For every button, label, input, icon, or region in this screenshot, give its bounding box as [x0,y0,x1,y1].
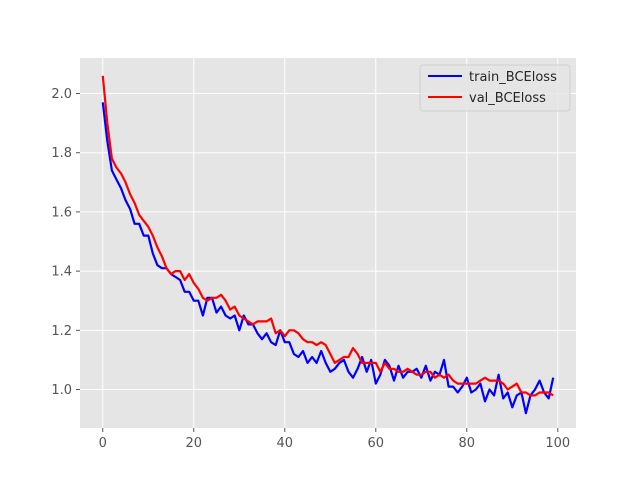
legend: train_BCEloss val_BCEloss [419,64,571,112]
x-tick-label: 0 [99,436,107,451]
y-tick-label: 1.2 [51,324,72,339]
y-tick-label: 1.6 [51,205,72,220]
x-tick-label: 80 [459,436,476,451]
legend-label-val: val_BCEloss [469,91,546,106]
x-tick-label: 100 [545,436,570,451]
series-line-train [101,102,555,415]
x-axis-ticks: 0 20 40 60 80 100 [99,428,570,451]
plot-background [80,58,576,428]
y-tick-label: 2.0 [51,87,72,102]
series-lines [101,75,555,415]
y-tick-label: 1.0 [51,383,72,398]
x-tick-label: 40 [276,436,293,451]
y-tick-label: 1.8 [51,146,72,161]
y-axis-ticks: 1.0 1.2 1.4 1.6 1.8 2.0 [51,87,80,398]
legend-label-train: train_BCEloss [469,70,557,85]
y-tick-label: 1.4 [51,265,72,280]
x-tick-label: 60 [368,436,385,451]
grid-lines [80,58,576,428]
series-line-val [101,75,554,397]
x-tick-label: 20 [185,436,202,451]
